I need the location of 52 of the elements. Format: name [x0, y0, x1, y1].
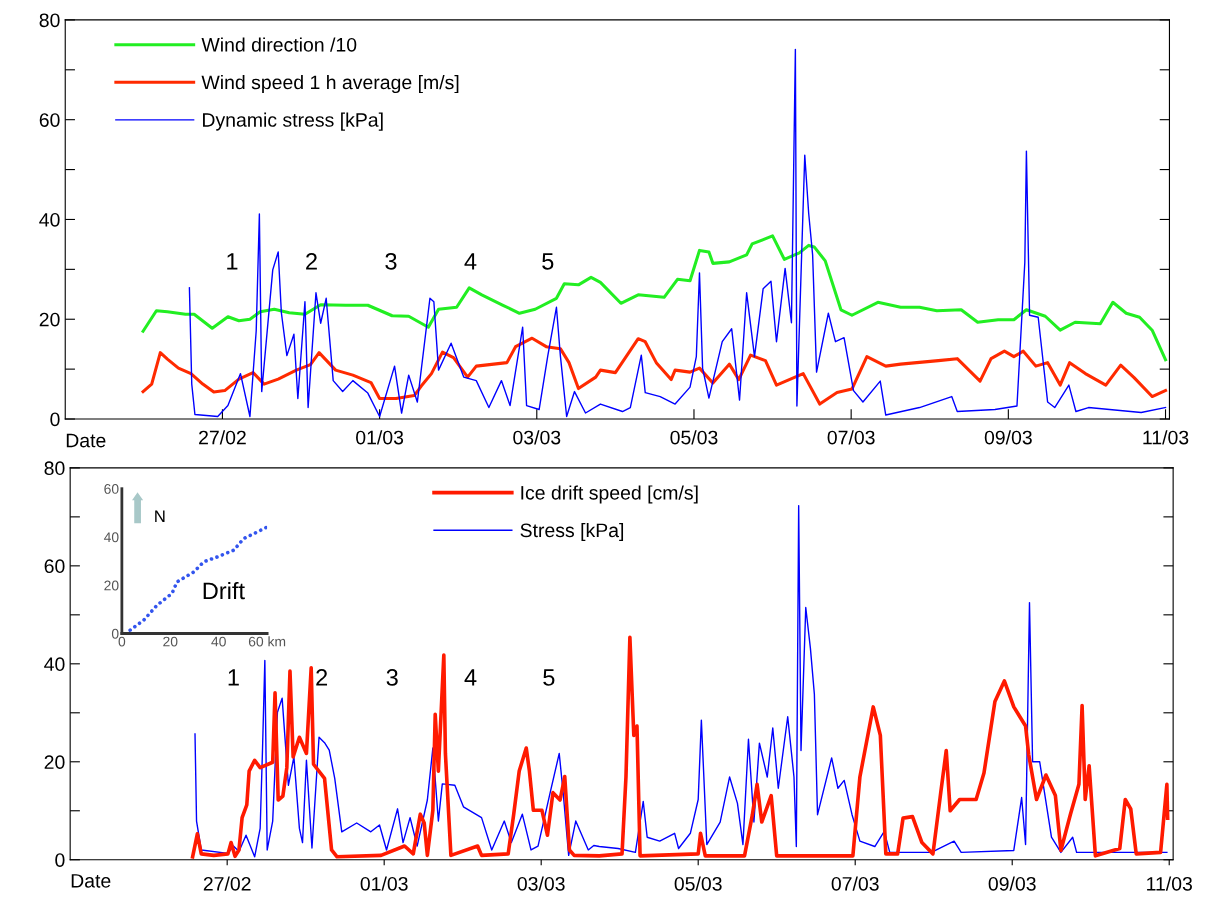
y-tick-label: 0 — [55, 853, 65, 867]
y-tick-label: 60 — [44, 559, 65, 574]
annotation: 4 — [464, 253, 477, 270]
line-series — [128, 525, 268, 632]
y-tick-label: 40 — [44, 657, 65, 672]
x-tick-label: 03/03 — [517, 876, 565, 891]
x-tick-label: 60 km — [248, 636, 286, 647]
legend-label: Ice drift speed [cm/s] — [521, 485, 698, 504]
x-tick-label: 11/03 — [1147, 876, 1192, 891]
y-tick-label: 80 — [44, 461, 65, 476]
x-tick-label: 07/03 — [827, 430, 875, 445]
annotation: 5 — [542, 253, 554, 270]
x-tick-label: 27/02 — [203, 876, 251, 891]
x-tick-label: 03/03 — [513, 430, 561, 445]
x-tick-label: 05/03 — [670, 430, 718, 445]
y-tick-label: 20 — [39, 312, 60, 327]
legend-label: Wind speed 1 h average [m/s] — [201, 74, 459, 94]
legend-label: Dynamic stress [kPa] — [203, 112, 383, 131]
x-tick-label: 11/03 — [1143, 430, 1189, 445]
x-axis-title: Date — [71, 874, 111, 888]
y-tick-label: 0 — [50, 412, 60, 427]
annotation: 3 — [385, 252, 397, 270]
annotation: 1 — [228, 669, 239, 686]
y-tick-label: 80 — [39, 13, 60, 28]
y-tick-label: 40 — [103, 532, 119, 543]
annotation: N — [155, 510, 165, 522]
y-tick-label: 20 — [104, 580, 119, 591]
x-tick-label: 40 — [211, 636, 226, 647]
annotation: 2 — [316, 669, 328, 686]
x-tick-label: 09/03 — [988, 876, 1036, 891]
annotation: 5 — [543, 669, 555, 686]
x-tick-label: 05/03 — [674, 876, 722, 891]
annotation: 1 — [227, 253, 238, 270]
legend-label: Stress [kPa] — [520, 522, 624, 542]
x-tick-label: 27/02 — [199, 430, 246, 445]
annotation: 2 — [306, 252, 317, 270]
y-tick-label: 20 — [44, 755, 65, 770]
x-axis-title: Date — [66, 433, 106, 448]
legend-label: Wind direction /10 — [201, 37, 357, 52]
x-tick-label: 20 — [163, 636, 178, 647]
x-tick-label: 09/03 — [984, 430, 1032, 445]
y-tick-label: 60 — [39, 113, 60, 127]
annotation: 4 — [464, 669, 477, 686]
x-tick-label: 0 — [118, 636, 126, 647]
y-tick-label: 40 — [39, 212, 60, 227]
y-tick-label: 60 — [104, 484, 119, 494]
annotation: 3 — [386, 669, 398, 686]
annotation: Drift — [203, 581, 245, 600]
y-tick-label: 0 — [111, 628, 119, 639]
x-tick-label: 01/03 — [360, 876, 408, 891]
x-tick-label: 01/03 — [356, 430, 404, 445]
x-tick-label: 07/03 — [831, 876, 879, 891]
